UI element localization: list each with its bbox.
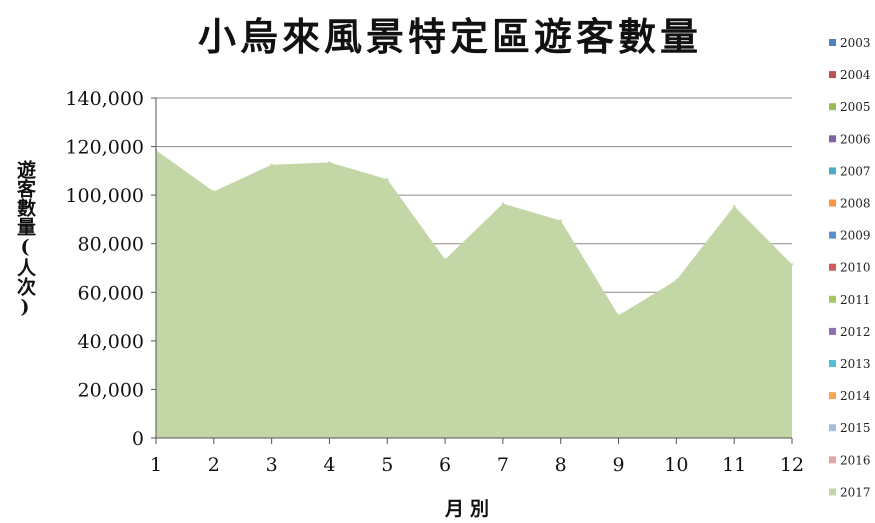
y-tick-label: 120,000 [65,137,144,159]
data-point [559,219,562,222]
legend-swatch [829,327,836,335]
legend-label: 2004 [840,68,871,82]
data-point [443,258,447,261]
data-point [501,202,505,205]
legend-label: 2007 [840,164,871,178]
x-tick-label: 1 [150,454,162,476]
legend-label: 2016 [840,453,871,467]
legend-swatch [829,103,836,111]
legend-swatch [829,199,836,207]
legend-label: 2012 [840,325,871,339]
legend-swatch [829,392,836,400]
legend-label: 2011 [840,293,871,307]
x-tick-label: 7 [497,454,509,476]
data-point [732,204,736,208]
legend-label: 2017 [840,485,871,499]
legend-label: 2015 [840,421,871,435]
legend-swatch [829,39,836,46]
data-point [212,190,216,193]
legend-swatch [829,488,836,496]
x-tick-label: 11 [722,454,746,476]
y-tick-label: 60,000 [78,282,144,304]
legend-swatch [829,135,836,143]
legend-swatch [829,71,836,79]
chart-title: 小烏來風景特定區遊客數量 [197,14,702,59]
legend-swatch [829,360,836,367]
x-tick-label: 3 [266,454,278,476]
y-tick-label: 100,000 [65,185,144,207]
x-axis-label: 月別 [444,498,495,520]
legend-label: 2006 [840,132,871,146]
x-tick-label: 6 [439,454,451,476]
legend-label: 2009 [840,229,871,243]
y-tick-label: 140,000 [65,88,144,110]
legend-swatch [829,424,836,432]
legend-label: 2003 [840,36,871,50]
legend-swatch [829,231,836,239]
y-axis-label: 遊客數量(人次) [14,160,36,318]
legend-label: 2005 [840,100,871,114]
data-point [617,314,620,317]
legend-label: 2010 [840,261,871,275]
x-tick-label: 10 [664,454,688,476]
y-tick-label: 20,000 [78,379,144,401]
x-tick-label: 8 [555,454,567,476]
area-series-2017 [156,150,792,438]
y-tick-label: 80,000 [78,234,144,256]
legend-swatch [829,167,836,175]
data-point [270,163,273,166]
data-point [386,178,389,181]
data-point [328,161,331,164]
x-tick-label: 12 [780,454,804,476]
legend-swatch [829,456,836,464]
y-tick-label: 40,000 [78,331,144,353]
x-tick-label: 5 [381,454,393,476]
y-tick-label: 0 [132,428,144,450]
legend-label: 2014 [840,389,871,403]
x-tick-label: 4 [323,454,335,476]
legend-swatch [829,263,836,271]
data-point [790,263,794,266]
legend-label: 2013 [840,357,871,371]
x-tick-label: 2 [208,454,220,476]
legend-swatch [829,295,836,303]
x-tick-label: 9 [612,454,624,476]
legend-label: 2008 [840,197,871,211]
data-point [675,278,678,282]
